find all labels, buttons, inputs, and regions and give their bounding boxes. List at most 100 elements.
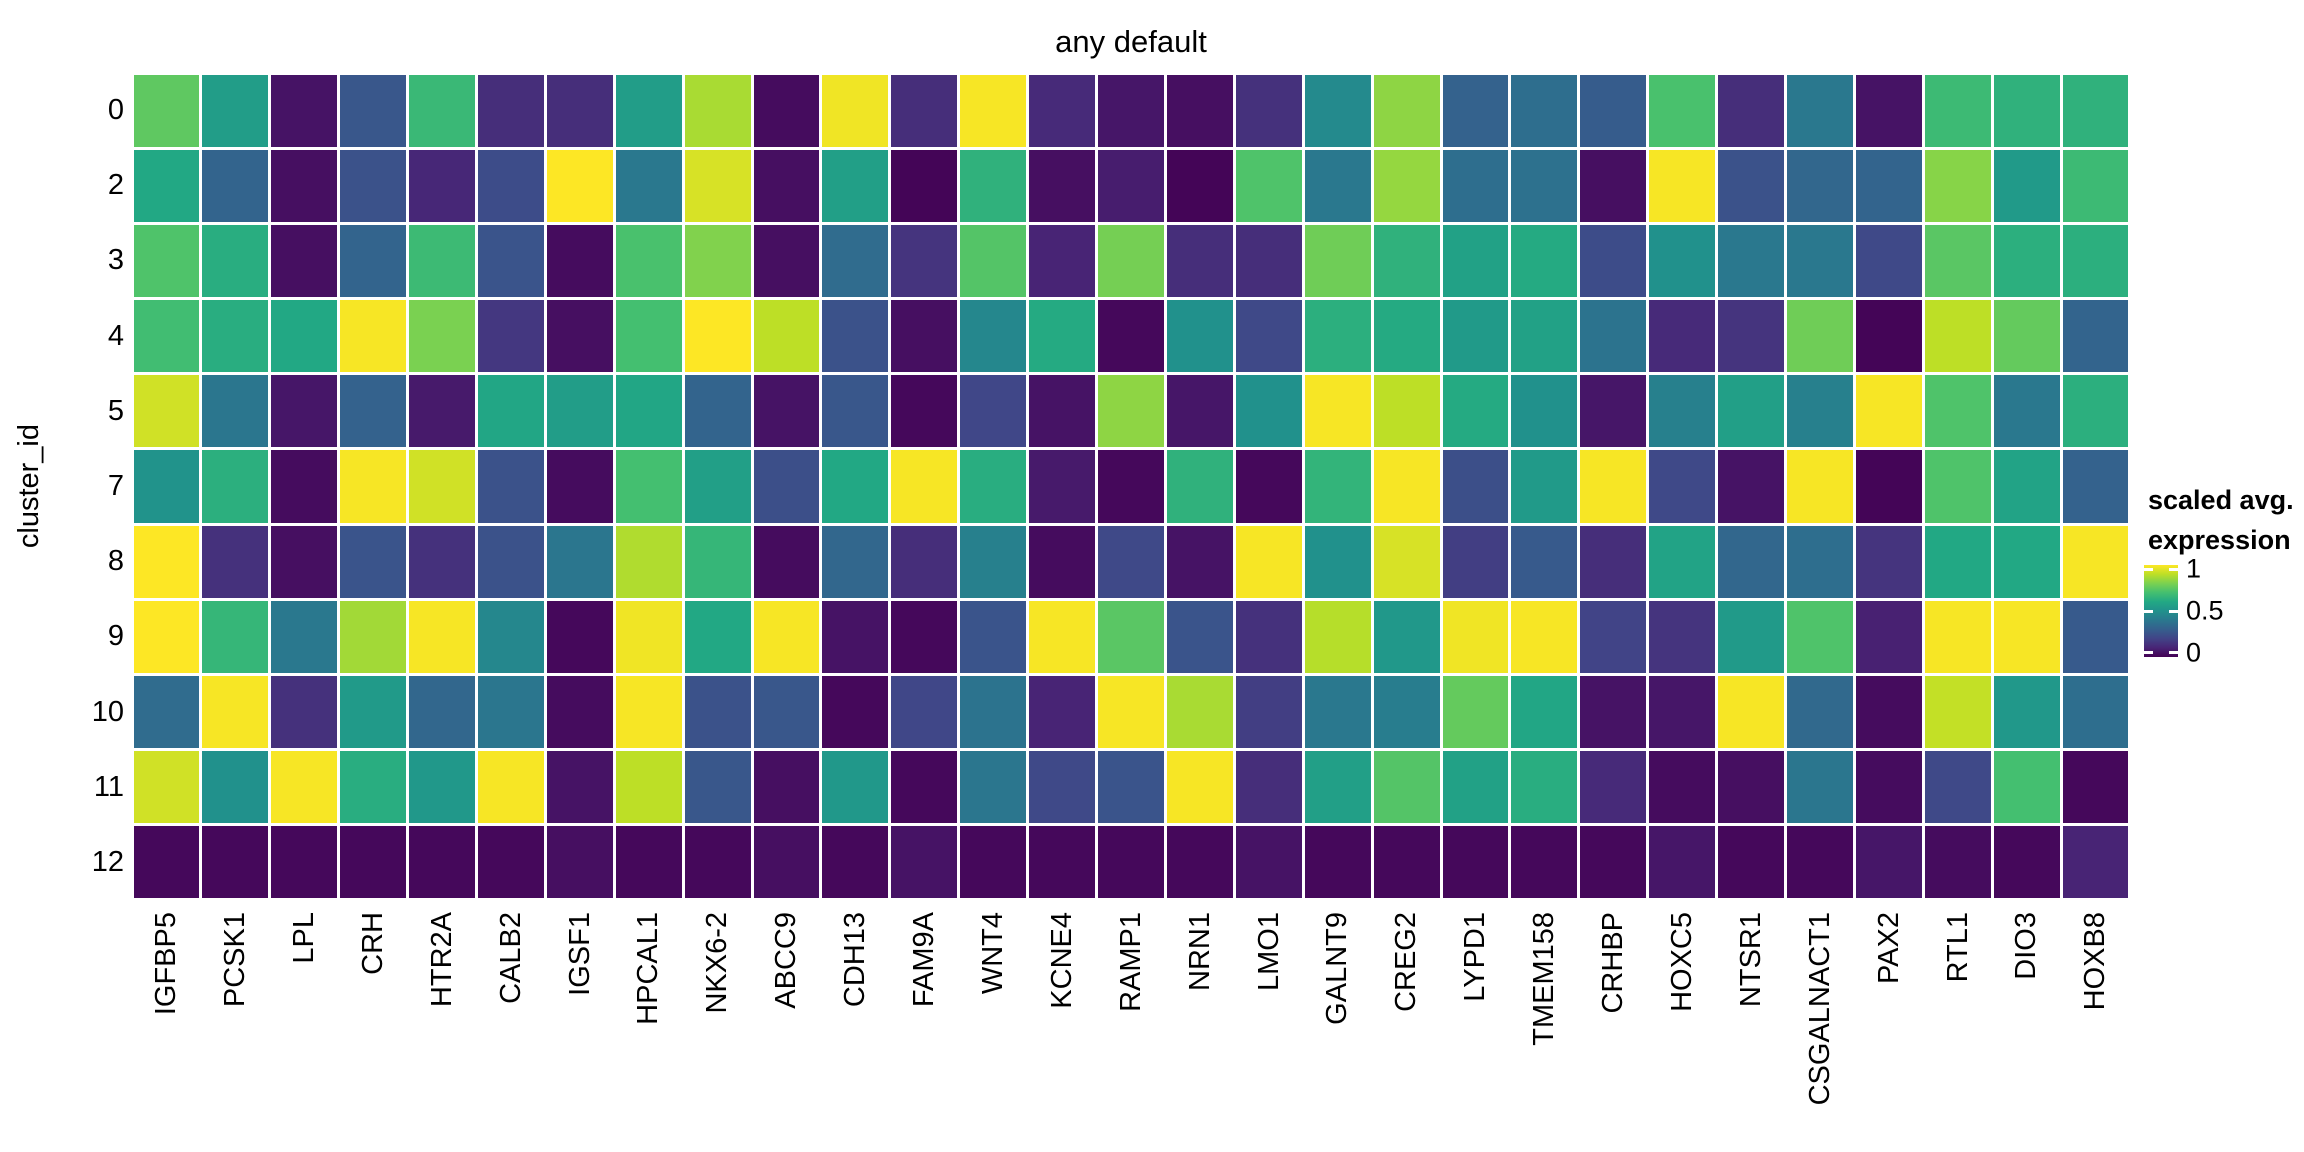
heatmap-cell bbox=[684, 74, 751, 147]
heatmap-cell bbox=[477, 74, 544, 147]
heatmap-cell bbox=[960, 751, 1027, 824]
column-label-text: CSGALNACT1 bbox=[1803, 912, 1836, 1106]
heatmap-cell bbox=[1580, 675, 1647, 749]
heatmap-cell bbox=[1235, 375, 1302, 448]
column-label: LMO1 bbox=[1234, 912, 1303, 1147]
heatmap-cell bbox=[546, 525, 613, 598]
heatmap-cell bbox=[477, 675, 544, 749]
heatmap-cell bbox=[1166, 751, 1233, 824]
heatmap-cell bbox=[271, 675, 338, 749]
heatmap-cell bbox=[202, 751, 269, 824]
heatmap-cell bbox=[1373, 675, 1440, 749]
heatmap-cell bbox=[1373, 74, 1440, 147]
column-label-text: HOXC5 bbox=[1665, 912, 1698, 1012]
column-label: IGFBP5 bbox=[132, 912, 201, 1147]
column-label-text: IGFBP5 bbox=[150, 912, 183, 1016]
heatmap-cell bbox=[753, 675, 820, 749]
heatmap-cell bbox=[1029, 74, 1096, 147]
heatmap-cell bbox=[960, 300, 1027, 373]
heatmap-cell bbox=[1235, 74, 1302, 147]
heatmap-cell bbox=[1924, 450, 1991, 523]
heatmap-cell bbox=[684, 600, 751, 673]
column-label: FAM9A bbox=[890, 912, 959, 1147]
heatmap-cell bbox=[409, 375, 475, 448]
heatmap-cell bbox=[1855, 375, 1922, 448]
column-label-text: ABCC9 bbox=[770, 912, 803, 1009]
column-label: CRH bbox=[339, 912, 408, 1147]
heatmap-cell bbox=[1993, 600, 2060, 673]
heatmap-cell bbox=[1993, 375, 2060, 448]
heatmap-cell bbox=[1993, 751, 2060, 824]
column-label-text: NKX6-2 bbox=[701, 912, 734, 1014]
heatmap-cell bbox=[822, 675, 889, 749]
heatmap-cell bbox=[409, 450, 475, 523]
heatmap-cell bbox=[960, 600, 1027, 673]
heatmap-cell bbox=[615, 375, 682, 448]
heatmap-cell bbox=[1166, 450, 1233, 523]
heatmap-cell bbox=[1511, 300, 1578, 373]
heatmap-cell bbox=[1235, 149, 1302, 222]
heatmap-cell bbox=[1649, 600, 1716, 673]
heatmap-cell bbox=[1580, 450, 1647, 523]
column-label: LYPD1 bbox=[1441, 912, 1510, 1147]
heatmap-cell bbox=[133, 600, 200, 673]
heatmap-cell bbox=[546, 74, 613, 147]
heatmap-cell bbox=[546, 149, 613, 222]
heatmap-cell bbox=[1098, 74, 1164, 147]
legend-tick-mark bbox=[2169, 567, 2178, 571]
heatmap-cell bbox=[822, 149, 889, 222]
heatmap-cell bbox=[1511, 450, 1578, 523]
heatmap-cell bbox=[2062, 224, 2129, 298]
heatmap-cell bbox=[1166, 525, 1233, 598]
heatmap-cell bbox=[891, 149, 958, 222]
heatmap-cell bbox=[1787, 375, 1853, 448]
legend-title-line2: expression bbox=[2148, 525, 2291, 555]
heatmap-cell bbox=[1855, 525, 1922, 598]
heatmap-cell bbox=[202, 600, 269, 673]
heatmap-cell bbox=[615, 826, 682, 899]
legend-tick-label: 0 bbox=[2186, 637, 2202, 668]
heatmap-cell bbox=[1304, 300, 1371, 373]
heatmap-cell bbox=[340, 826, 407, 899]
column-label: NRN1 bbox=[1165, 912, 1234, 1147]
heatmap-cell bbox=[1511, 600, 1578, 673]
heatmap-cell bbox=[1580, 74, 1647, 147]
heatmap-cell bbox=[822, 224, 889, 298]
heatmap-cell bbox=[1098, 525, 1164, 598]
column-label-text: TMEM158 bbox=[1528, 912, 1561, 1046]
heatmap-cell bbox=[1718, 74, 1784, 147]
heatmap-cell bbox=[133, 74, 200, 147]
heatmap-cell bbox=[1235, 826, 1302, 899]
heatmap-cell bbox=[1855, 224, 1922, 298]
heatmap-cell bbox=[271, 450, 338, 523]
row-label: 12 bbox=[91, 845, 124, 878]
heatmap-cell bbox=[960, 74, 1027, 147]
heatmap-cell bbox=[1029, 450, 1096, 523]
heatmap-cell bbox=[1442, 525, 1509, 598]
column-label-text: CRHBP bbox=[1597, 912, 1630, 1014]
heatmap-cell bbox=[1029, 300, 1096, 373]
heatmap-cell bbox=[615, 675, 682, 749]
heatmap-cell bbox=[1511, 74, 1578, 147]
heatmap-cell bbox=[1098, 751, 1164, 824]
heatmap-cell bbox=[891, 224, 958, 298]
heatmap-cell bbox=[684, 675, 751, 749]
row-label: 0 bbox=[107, 94, 124, 127]
heatmap-cell bbox=[1787, 224, 1853, 298]
heatmap-cell bbox=[1098, 826, 1164, 899]
column-label-text: NRN1 bbox=[1183, 912, 1216, 991]
heatmap-cell bbox=[1304, 525, 1371, 598]
heatmap-cell bbox=[891, 600, 958, 673]
heatmap-cell bbox=[133, 149, 200, 222]
column-label: HOXC5 bbox=[1648, 912, 1717, 1147]
heatmap-cell bbox=[477, 450, 544, 523]
column-label: PAX2 bbox=[1854, 912, 1923, 1147]
heatmap-cell bbox=[133, 751, 200, 824]
heatmap-cell bbox=[133, 450, 200, 523]
heatmap-cell bbox=[822, 300, 889, 373]
column-label-text: HPCAL1 bbox=[632, 912, 665, 1025]
heatmap-cell bbox=[1649, 826, 1716, 899]
heatmap-cell bbox=[271, 375, 338, 448]
heatmap-cell bbox=[1993, 300, 2060, 373]
heatmap-cell bbox=[1855, 751, 1922, 824]
